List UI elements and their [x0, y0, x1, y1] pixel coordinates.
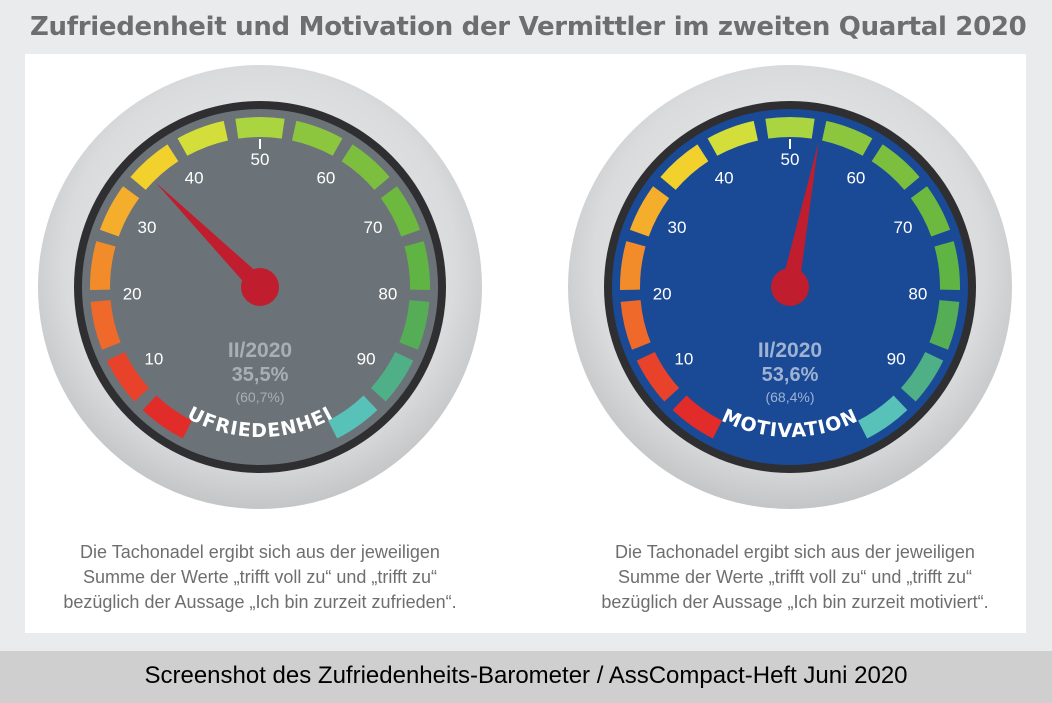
scale-segment	[858, 395, 908, 439]
scale-segment	[328, 395, 378, 439]
note-line: Die Tachonadel ergibt sich aus der jewei…	[80, 542, 440, 562]
scale-segment	[636, 351, 680, 402]
tick-label: 20	[123, 285, 142, 304]
tick-label: 30	[138, 218, 157, 237]
scale-segment	[142, 395, 192, 439]
scale-segment	[900, 351, 944, 402]
note-line: Die Tachonadel ergibt sich aus der jewei…	[615, 542, 975, 562]
scale-segment	[660, 144, 709, 190]
note-line: bezüglich der Aussage „Ich bin zurzeit z…	[63, 592, 457, 612]
needle-hub	[241, 268, 279, 306]
note-line: Summe der Werte „trifft voll zu“ und „tr…	[617, 567, 973, 587]
tick-label: 90	[357, 350, 376, 369]
scale-segment	[629, 186, 670, 237]
tick-label: 50	[251, 150, 270, 169]
tick-label: 80	[378, 285, 397, 304]
scale-segment	[90, 300, 121, 350]
tick-label: 80	[908, 285, 927, 304]
scale-segment	[380, 186, 421, 237]
previous-value-label: (68,4%)	[765, 389, 814, 405]
previous-value-label: (60,7%)	[235, 389, 284, 405]
period-label: II/2020	[228, 339, 292, 362]
scale-segment	[707, 120, 758, 156]
scale-segment	[871, 144, 920, 190]
scale-segment	[106, 351, 150, 402]
scale-segment	[929, 300, 960, 350]
scale-segment	[177, 120, 228, 156]
scale-segment	[90, 241, 116, 290]
tick-label: 60	[846, 168, 865, 187]
tick-label: 10	[144, 350, 163, 369]
scale-segment	[292, 120, 343, 156]
scale-segment	[765, 117, 815, 139]
scale-segment	[235, 117, 285, 139]
scale-segment	[934, 241, 960, 290]
scale-segment	[404, 241, 430, 290]
value-label: 53,6%	[762, 364, 819, 386]
scale-segment	[620, 300, 651, 350]
tick-label: 70	[894, 218, 913, 237]
scale-segment	[672, 395, 722, 439]
needle-hub	[771, 268, 809, 306]
tick-label: 40	[185, 168, 204, 187]
scale-segment	[370, 351, 414, 402]
tick-label: 90	[887, 350, 906, 369]
note-line: Summe der Werte „trifft voll zu“ und „tr…	[82, 567, 438, 587]
tick-label: 50	[781, 150, 800, 169]
gauge-zufriedenheit: 102030405060708090II/202035,5%(60,7%)ZUF…	[30, 65, 482, 509]
tick-label: 60	[316, 168, 335, 187]
scale-segment	[99, 186, 140, 237]
tick-label: 70	[364, 218, 383, 237]
note-line: bezüglich der Aussage „Ich bin zurzeit m…	[601, 592, 989, 612]
tick-label: 10	[674, 350, 693, 369]
scale-segment	[620, 241, 646, 290]
page-title: Zufriedenheit und Motivation der Vermitt…	[30, 12, 1027, 42]
tick-label: 40	[715, 168, 734, 187]
tick-label: 30	[668, 218, 687, 237]
period-label: II/2020	[758, 339, 822, 362]
scale-segment	[910, 186, 951, 237]
value-label: 35,5%	[232, 364, 289, 386]
gauge-needle	[155, 182, 267, 294]
note-motivation: Die Tachonadel ergibt sich aus der jewei…	[565, 540, 1025, 615]
scale-segment	[822, 120, 873, 156]
gauge-needle	[781, 141, 819, 289]
gauge-motivation: 102030405060708090II/202053,6%(68,4%)MOT…	[568, 65, 1012, 509]
tick-label: 20	[653, 285, 672, 304]
footer-caption: Screenshot des Zufriedenheits-Barometer …	[0, 651, 1052, 703]
scale-segment	[399, 300, 430, 350]
scale-segment	[341, 144, 390, 190]
note-zufriedenheit: Die Tachonadel ergibt sich aus der jewei…	[30, 540, 490, 615]
scale-segment	[130, 144, 179, 190]
